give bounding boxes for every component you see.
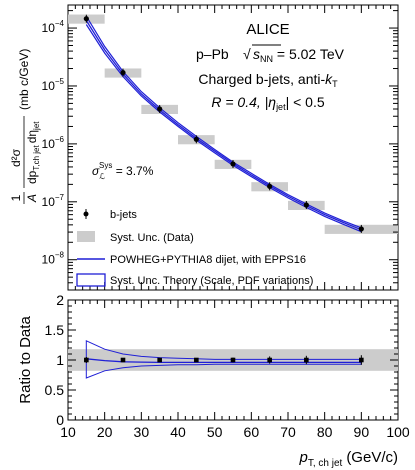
top-data-syst-bands xyxy=(68,14,398,234)
ratio-y-tick-label: 1.5 xyxy=(45,322,65,338)
legend-entry-theory: POWHEG+PYTHIA8 dijet, with EPPS16 xyxy=(77,254,306,266)
x-tick-label: 70 xyxy=(280,424,296,440)
data-point xyxy=(120,70,126,76)
theory-line xyxy=(85,20,362,231)
theory-band-lower xyxy=(85,24,362,233)
data-point xyxy=(83,16,89,22)
ratio-axis-ticks: 0 0.5 1 1.5 2 10 20 30 40 50 60 70 80 90 100 xyxy=(45,292,410,440)
svg-text:p–Pb: p–Pb xyxy=(196,46,229,62)
data-point xyxy=(303,202,309,208)
legend-entry-syst-data: Syst. Unc. (Data) xyxy=(77,231,194,244)
y-tick-label: 10−5 xyxy=(42,77,65,93)
y-tick-label: 10−4 xyxy=(42,19,65,35)
ylabel-A: A xyxy=(25,194,39,203)
annotation-lumi-syst: σℒSys = 3.7% xyxy=(92,161,154,181)
top-theory-layer xyxy=(85,15,362,233)
x-tick-label: 90 xyxy=(354,424,370,440)
data-point xyxy=(267,183,273,189)
x-tick-label: 60 xyxy=(244,424,260,440)
annotation-radius: R = 0.4, |ηjet| < 0.5 xyxy=(211,94,325,112)
sqrt-sign: √ xyxy=(243,46,251,62)
x-tick-label: 10 xyxy=(60,424,76,440)
ylabel-one: 1 xyxy=(9,194,23,201)
y-tick-label: 10−7 xyxy=(42,193,65,209)
ratio-data-point xyxy=(359,357,364,363)
ratio-y-tick-label: 0 xyxy=(56,412,64,428)
x-tick-label: 100 xyxy=(386,424,410,440)
ratio-data-point xyxy=(304,357,309,363)
ratio-data-point xyxy=(267,357,272,363)
y-tick-label: 10−6 xyxy=(42,135,65,151)
legend-label-syst-data: Syst. Unc. (Data) xyxy=(110,232,194,244)
theory-band-upper xyxy=(85,15,362,229)
legend-swatch-syst-theory xyxy=(76,273,106,287)
ylabel-dpt: dpT,ch jetdηjet xyxy=(25,121,41,184)
ratio-y-tick-label: 1 xyxy=(56,352,64,368)
x-axis-label: pT, ch jet (GeV/c) xyxy=(299,449,399,469)
ratio-data-point xyxy=(194,357,199,363)
annotation-selection: Charged b-jets, anti-kT xyxy=(198,71,338,89)
x-tick-label: 50 xyxy=(207,424,223,440)
data-point xyxy=(230,161,236,167)
legend: b-jets Syst. Unc. (Data) POWHEG+PYTHIA8 … xyxy=(76,209,313,287)
top-axis-ticks: 10−8 10−7 10−6 10−5 10−4 xyxy=(42,5,399,291)
data-point xyxy=(157,106,163,112)
ratio-y-axis-label: Ratio to Data xyxy=(17,316,34,404)
ratio-data-point xyxy=(157,357,162,363)
annotation-experiment: ALICE xyxy=(246,21,289,38)
data-point xyxy=(193,136,199,142)
top-y-axis-label: 1 A d²σ dpT,ch jetdηjet (mb c/GeV) xyxy=(9,49,41,204)
x-tick-label: 30 xyxy=(134,424,150,440)
legend-entry-bjets: b-jets xyxy=(83,209,137,221)
legend-swatch-syst-data xyxy=(77,231,95,242)
top-panel-frame xyxy=(67,4,399,291)
y-tick-label: 10−8 xyxy=(42,251,65,267)
ratio-theory-line xyxy=(86,358,362,364)
svg-text:sNN = 5.02 TeV: sNN = 5.02 TeV xyxy=(253,46,345,64)
ratio-data-points xyxy=(84,355,364,365)
ratio-data-point xyxy=(84,357,89,363)
ratio-y-tick-label: 0.5 xyxy=(45,382,65,398)
x-tick-label: 80 xyxy=(317,424,333,440)
ratio-y-tick-label: 2 xyxy=(56,292,64,308)
top-data-points xyxy=(83,14,364,233)
ylabel-d2sigma: d²σ xyxy=(9,148,23,167)
ratio-data-point xyxy=(230,357,236,363)
ratio-data-point xyxy=(120,357,126,363)
legend-label-syst-theory: Syst. Unc. Theory (Scale, PDF variations… xyxy=(110,275,313,287)
legend-entry-syst-theory: Syst. Unc. Theory (Scale, PDF variations… xyxy=(76,273,313,287)
x-tick-label: 40 xyxy=(170,424,186,440)
data-point xyxy=(358,226,364,232)
legend-label-theory: POWHEG+PYTHIA8 dijet, with EPPS16 xyxy=(110,254,306,266)
annotation-system: p–Pb √ sNN = 5.02 TeV xyxy=(196,44,345,64)
legend-label-bjets: b-jets xyxy=(110,209,137,221)
x-tick-label: 20 xyxy=(97,424,113,440)
ylabel-units: (mb c/GeV) xyxy=(17,49,31,110)
